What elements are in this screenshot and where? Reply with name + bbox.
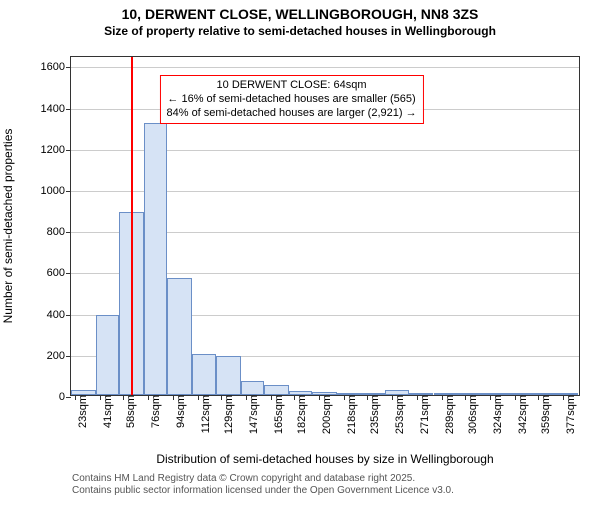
x-tick-label: 147sqm <box>242 395 260 434</box>
y-tick-label: 1200 <box>41 144 71 156</box>
y-tick-label: 1600 <box>41 61 71 73</box>
y-tick-label: 800 <box>47 226 71 238</box>
gridline <box>71 67 579 68</box>
y-tick-label: 400 <box>47 309 71 321</box>
footer-line-1: Contains HM Land Registry data © Crown c… <box>72 473 454 485</box>
x-tick-label: 271sqm <box>413 395 431 434</box>
x-tick-label: 342sqm <box>511 395 529 434</box>
x-tick-label: 23sqm <box>71 395 89 428</box>
x-tick-label: 94sqm <box>169 395 187 428</box>
x-tick-label: 359sqm <box>534 395 552 434</box>
y-axis-label: Number of semi-detached properties <box>1 56 15 396</box>
x-tick-label: 377sqm <box>559 395 577 434</box>
histogram-chart: 10, DERWENT CLOSE, WELLINGBOROUGH, NN8 3… <box>0 6 600 506</box>
histogram-bar <box>264 385 289 395</box>
histogram-bar <box>192 354 215 395</box>
y-tick-label: 1000 <box>41 185 71 197</box>
footer-line-2: Contains public sector information licen… <box>72 485 454 497</box>
x-tick-label: 218sqm <box>340 395 358 434</box>
attribution-footer: Contains HM Land Registry data © Crown c… <box>72 473 454 497</box>
histogram-bar <box>96 315 119 395</box>
y-tick-label: 1400 <box>41 103 71 115</box>
x-tick-label: 253sqm <box>388 395 406 434</box>
plot-area: 0200400600800100012001400160023sqm41sqm5… <box>70 56 580 396</box>
x-tick-label: 324sqm <box>486 395 504 434</box>
y-tick-label: 200 <box>47 350 71 362</box>
x-tick-label: 129sqm <box>217 395 235 434</box>
reference-line <box>131 57 133 395</box>
x-tick-label: 306sqm <box>461 395 479 434</box>
annotation-line: 10 DERWENT CLOSE: 64sqm <box>166 79 416 93</box>
histogram-bar <box>167 278 192 395</box>
chart-title: 10, DERWENT CLOSE, WELLINGBOROUGH, NN8 3… <box>0 6 600 22</box>
annotation-box: 10 DERWENT CLOSE: 64sqm← 16% of semi-det… <box>159 75 423 124</box>
x-tick-label: 41sqm <box>96 395 114 428</box>
annotation-line: ← 16% of semi-detached houses are smalle… <box>166 93 416 107</box>
x-tick-label: 182sqm <box>290 395 308 434</box>
x-tick-label: 235sqm <box>363 395 381 434</box>
x-tick-label: 58sqm <box>119 395 137 428</box>
chart-subtitle: Size of property relative to semi-detach… <box>0 24 600 38</box>
y-tick-label: 600 <box>47 267 71 279</box>
histogram-bar <box>216 356 241 395</box>
x-tick-label: 289sqm <box>438 395 456 434</box>
histogram-bar <box>144 123 167 395</box>
annotation-line: 84% of semi-detached houses are larger (… <box>166 107 416 121</box>
y-tick-label: 0 <box>59 391 71 403</box>
x-tick-label: 200sqm <box>315 395 333 434</box>
histogram-bar <box>241 381 264 395</box>
x-tick-label: 76sqm <box>144 395 162 428</box>
x-tick-label: 112sqm <box>194 395 212 433</box>
x-tick-label: 165sqm <box>267 395 285 434</box>
x-axis-label: Distribution of semi-detached houses by … <box>70 452 580 466</box>
